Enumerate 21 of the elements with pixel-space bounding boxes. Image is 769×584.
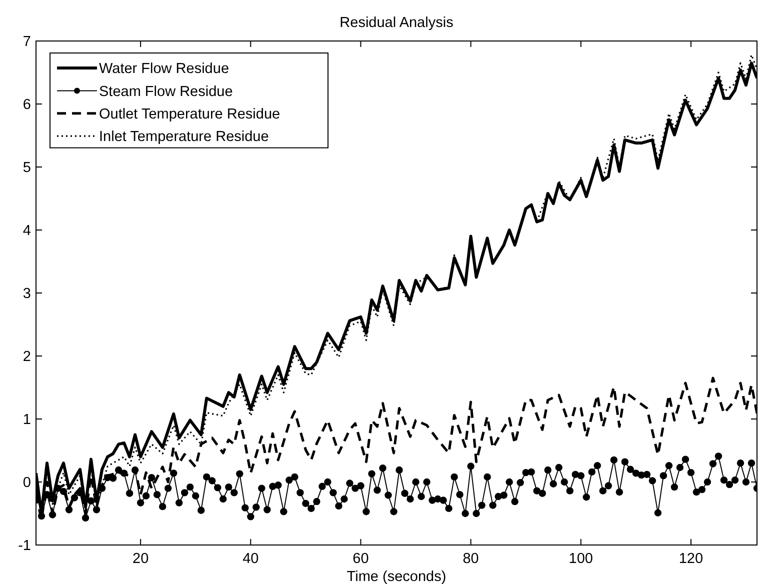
x-tick-label: 80: [462, 551, 479, 567]
legend-label: Outlet Temperature Residue: [99, 106, 280, 122]
y-tick-label: -1: [18, 538, 31, 554]
y-tick-label: 0: [22, 475, 31, 492]
y-tick-label: 6: [22, 97, 31, 114]
x-tick-label: 20: [132, 551, 149, 567]
x-tick-label: 40: [242, 551, 259, 567]
y-tick-label: 1: [22, 412, 31, 428]
x-tick-label: 60: [352, 551, 369, 567]
x-tick-label: 100: [568, 551, 593, 567]
legend-label: Steam Flow Residue: [99, 84, 233, 100]
legend-label: Inlet Temperature Residue: [99, 129, 269, 146]
y-tick-label: 5: [22, 160, 31, 176]
y-tick-label: 3: [22, 286, 31, 302]
x-axis-title: Time (seconds): [346, 569, 446, 584]
legend-label: Water Flow Residue: [99, 61, 230, 78]
y-tick-label: 7: [22, 34, 31, 50]
y-tick-label: 4: [22, 223, 31, 240]
x-tick-label: 120: [678, 551, 704, 567]
chart-title: Residual Analysis: [340, 15, 454, 31]
y-tick-label: 2: [22, 349, 31, 366]
